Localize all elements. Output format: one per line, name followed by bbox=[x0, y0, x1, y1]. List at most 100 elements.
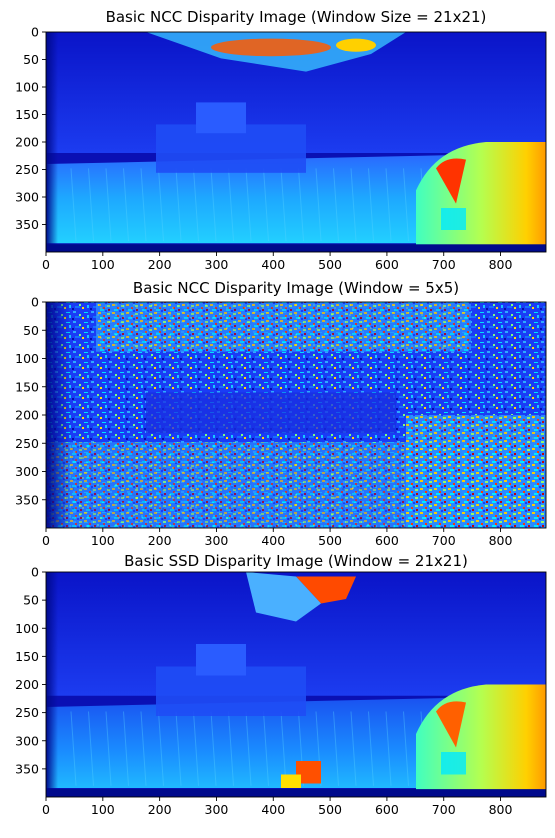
x-tick-label: 400 bbox=[261, 802, 285, 817]
y-tick-label: 250 bbox=[15, 162, 39, 177]
road-streak bbox=[385, 711, 392, 786]
y-tick-label: 0 bbox=[31, 25, 39, 40]
y-tick-label: 100 bbox=[15, 80, 39, 95]
panel-3: Basic SSD Disparity Image (Window = 21x2… bbox=[15, 552, 547, 817]
road-streak bbox=[228, 168, 234, 242]
road-hot-spot bbox=[296, 761, 321, 784]
x-tick-label: 600 bbox=[375, 257, 399, 272]
x-tick-label: 500 bbox=[318, 533, 342, 548]
road-streak bbox=[88, 168, 94, 242]
x-tick-label: 200 bbox=[148, 802, 172, 817]
y-tick-label: 200 bbox=[15, 135, 39, 150]
y-tick-label: 250 bbox=[15, 436, 39, 451]
road-streak bbox=[368, 168, 374, 242]
road-streak bbox=[175, 711, 182, 786]
road-streak bbox=[350, 168, 357, 242]
y-tick-label: 200 bbox=[15, 408, 39, 423]
road-streak bbox=[88, 711, 94, 786]
y-tick-label: 100 bbox=[15, 351, 39, 366]
car-hot-region bbox=[406, 415, 546, 528]
x-tick-label: 200 bbox=[148, 533, 172, 548]
road-streak bbox=[140, 168, 147, 242]
y-tick-label: 50 bbox=[23, 323, 39, 338]
x-tick-label: 400 bbox=[261, 257, 285, 272]
road-streak bbox=[263, 711, 269, 786]
road-streak bbox=[403, 168, 409, 242]
x-tick-label: 600 bbox=[375, 533, 399, 548]
disparity-image bbox=[46, 572, 546, 797]
road-warm-spot bbox=[281, 774, 301, 788]
y-tick-label: 350 bbox=[15, 492, 39, 507]
x-tick-label: 700 bbox=[432, 257, 456, 272]
top-hot-region bbox=[211, 38, 331, 57]
car-hot-region bbox=[436, 158, 466, 204]
y-tick-label: 100 bbox=[15, 621, 39, 636]
left-edge-fade bbox=[46, 32, 58, 252]
top-hot-region bbox=[96, 302, 471, 352]
x-tick-label: 800 bbox=[489, 257, 513, 272]
x-tick-label: 400 bbox=[261, 533, 285, 548]
road-streak bbox=[105, 711, 112, 786]
y-tick-label: 300 bbox=[15, 733, 39, 748]
y-tick-label: 150 bbox=[15, 379, 39, 394]
x-tick-label: 500 bbox=[318, 257, 342, 272]
road-streak bbox=[333, 168, 339, 242]
car-cool-region bbox=[441, 752, 466, 775]
road-streak bbox=[123, 168, 129, 242]
center-pole bbox=[196, 102, 246, 134]
bottom-edge-band bbox=[46, 244, 546, 252]
x-tick-label: 700 bbox=[432, 533, 456, 548]
x-tick-label: 300 bbox=[205, 802, 229, 817]
y-tick-label: 350 bbox=[15, 217, 39, 232]
road-streak bbox=[193, 711, 199, 786]
y-tick-label: 300 bbox=[15, 190, 39, 205]
x-tick-label: 100 bbox=[91, 802, 115, 817]
panel-2: Basic NCC Disparity Image (Window = 5x5)… bbox=[15, 279, 547, 548]
road-streak bbox=[280, 711, 287, 786]
y-tick-label: 150 bbox=[15, 107, 39, 122]
road-streak bbox=[193, 168, 199, 242]
left-edge-fade bbox=[46, 302, 71, 528]
road-streak bbox=[333, 711, 339, 786]
road-streak bbox=[70, 711, 77, 786]
y-tick-label: 150 bbox=[15, 649, 39, 664]
road-streak bbox=[158, 711, 164, 786]
road-streak bbox=[105, 168, 112, 242]
road-streak bbox=[228, 711, 234, 786]
y-tick-label: 300 bbox=[15, 464, 39, 479]
x-tick-label: 100 bbox=[91, 533, 115, 548]
car-hot-region bbox=[436, 701, 466, 748]
y-tick-label: 0 bbox=[31, 565, 39, 580]
mid-dark-band bbox=[146, 392, 396, 434]
y-tick-label: 50 bbox=[23, 593, 39, 608]
y-tick-label: 350 bbox=[15, 761, 39, 776]
chart-title: Basic NCC Disparity Image (Window = 5x5) bbox=[133, 279, 459, 297]
road-streak bbox=[175, 168, 182, 242]
x-tick-label: 800 bbox=[489, 533, 513, 548]
chart-title: Basic SSD Disparity Image (Window = 21x2… bbox=[124, 552, 468, 570]
road-streak bbox=[263, 168, 269, 242]
x-tick-label: 300 bbox=[205, 533, 229, 548]
top-warm-region bbox=[246, 572, 321, 622]
top-hot-spot bbox=[336, 38, 376, 52]
x-tick-label: 700 bbox=[432, 802, 456, 817]
y-tick-label: 0 bbox=[31, 295, 39, 310]
road-streak bbox=[368, 711, 374, 786]
road-streak bbox=[210, 168, 217, 242]
road-streak bbox=[403, 711, 409, 786]
disparity-image bbox=[46, 302, 546, 528]
road-streak bbox=[298, 168, 304, 242]
road-streak bbox=[385, 168, 392, 242]
road-streak bbox=[70, 168, 77, 242]
center-pole bbox=[196, 644, 246, 676]
road-streak bbox=[210, 711, 217, 786]
road-streak bbox=[140, 711, 147, 786]
left-edge-fade bbox=[46, 572, 58, 797]
road-streak bbox=[315, 168, 322, 242]
road-streak bbox=[123, 711, 129, 786]
road-streak bbox=[245, 168, 252, 242]
x-tick-label: 0 bbox=[42, 802, 50, 817]
x-tick-label: 500 bbox=[318, 802, 342, 817]
x-tick-label: 100 bbox=[91, 257, 115, 272]
road-streak bbox=[350, 711, 357, 786]
